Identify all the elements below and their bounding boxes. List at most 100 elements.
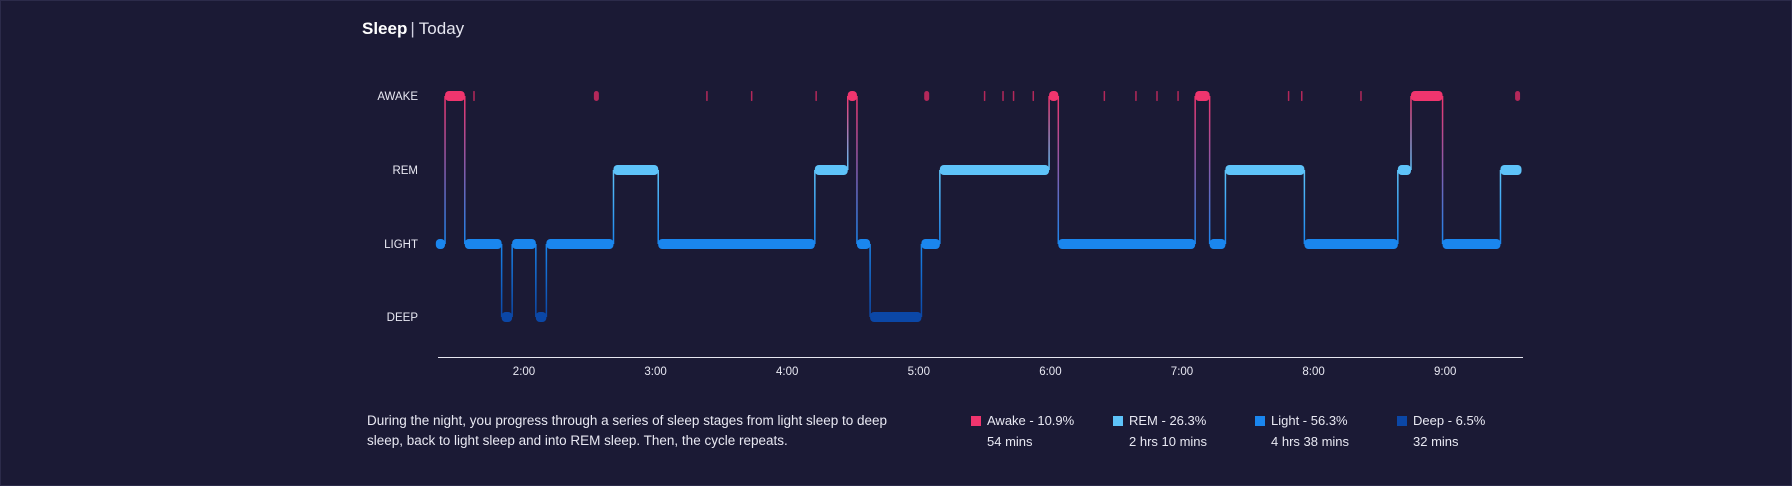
- brief-awakening-mark[interactable]: [1360, 91, 1362, 101]
- legend-awake-label: Awake - 10.9%: [987, 413, 1075, 428]
- stage-bar-light[interactable]: [1058, 239, 1196, 249]
- stage-transition: [612, 170, 615, 244]
- brief-awakening-mark[interactable]: [706, 91, 708, 101]
- brief-awakening-mark[interactable]: [1032, 91, 1035, 101]
- brief-awakening-mark[interactable]: [815, 91, 817, 101]
- stage-transition: [1048, 96, 1050, 170]
- x-tick-label: 5:00: [908, 366, 930, 378]
- x-tick-label: 7:00: [1171, 366, 1193, 378]
- stage-bar-rem[interactable]: [814, 165, 848, 175]
- x-tick-label: 8:00: [1302, 366, 1324, 378]
- sleep-stage-chart: AWAKE REM LIGHT DEEP 2:00 3:00 4:00 5:00 6:00 7:…: [377, 91, 1523, 378]
- stage-bar-awake[interactable]: [1410, 91, 1443, 101]
- brief-awakening-mark[interactable]: [750, 91, 753, 101]
- x-tick-label: 6:00: [1039, 366, 1061, 378]
- stage-bar-deep[interactable]: [501, 312, 513, 322]
- x-tick-label: 3:00: [644, 366, 666, 378]
- light-swatch: [1255, 416, 1265, 426]
- stage-bar-light[interactable]: [546, 239, 614, 249]
- stage-transition: [1224, 170, 1227, 244]
- x-tick-label: 2:00: [513, 366, 535, 378]
- brief-awakening-mark[interactable]: [1515, 91, 1521, 101]
- brief-awakening-mark[interactable]: [1135, 91, 1137, 101]
- awake-swatch: [971, 416, 981, 426]
- stage-bar-rem[interactable]: [613, 165, 659, 175]
- stage-transition: [511, 244, 513, 317]
- stage-bar-deep[interactable]: [535, 312, 547, 322]
- row-label-deep: DEEP: [387, 312, 419, 324]
- stage-transition: [869, 244, 871, 317]
- stage-bar-awake[interactable]: [1049, 91, 1059, 101]
- brief-awakening-mark[interactable]: [1301, 91, 1303, 101]
- description-text: During the night, you progress through a…: [367, 413, 888, 448]
- legend-awake: Awake - 10.9% 54 mins: [971, 413, 1074, 449]
- stage-bar-rem[interactable]: [1225, 165, 1305, 175]
- brief-awakening-mark[interactable]: [1012, 91, 1015, 101]
- legend-light: Light - 56.3% 4 hrs 38 mins: [1255, 413, 1349, 449]
- stage-bar-deep[interactable]: [870, 312, 922, 322]
- brief-awakening-mark[interactable]: [1156, 91, 1158, 101]
- row-label-rem: REM: [392, 165, 418, 177]
- stage-bar-awake[interactable]: [847, 91, 857, 101]
- stage-bar-light[interactable]: [435, 239, 446, 249]
- stage-transition: [500, 244, 503, 317]
- legend-rem-duration: 2 hrs 10 mins: [1129, 434, 1208, 449]
- stage-transition: [444, 96, 446, 244]
- title-separator: |: [410, 19, 415, 38]
- stage-bar-light[interactable]: [464, 239, 502, 249]
- stage-transition: [939, 170, 941, 244]
- stage-bar-light[interactable]: [856, 239, 871, 249]
- brief-awakening-mark[interactable]: [924, 91, 930, 101]
- stage-bar-awake[interactable]: [1195, 91, 1210, 101]
- legend-deep: Deep - 6.5% 32 mins: [1397, 413, 1485, 449]
- legend-light-duration: 4 hrs 38 mins: [1271, 434, 1350, 449]
- stage-transition: [1208, 96, 1211, 244]
- stage-transition: [856, 96, 858, 244]
- legend-deep-duration: 32 mins: [1413, 434, 1459, 449]
- stage-transition: [1441, 96, 1444, 244]
- stage-bar-rem[interactable]: [1500, 165, 1522, 175]
- row-label-light: LIGHT: [384, 239, 418, 251]
- stage-bar-light[interactable]: [658, 239, 815, 249]
- stage-transition: [1194, 96, 1196, 244]
- rem-swatch: [1113, 416, 1123, 426]
- brief-awakening-mark[interactable]: [473, 91, 475, 101]
- brief-awakening-mark[interactable]: [1287, 91, 1290, 101]
- stage-transition: [535, 244, 537, 317]
- legend-rem-label: REM - 26.3%: [1129, 413, 1207, 428]
- x-tick-label: 9:00: [1434, 366, 1456, 378]
- stage-transition: [1397, 170, 1399, 244]
- title-label: Sleep: [362, 19, 408, 38]
- stage-bar-light[interactable]: [1304, 239, 1398, 249]
- deep-swatch: [1397, 416, 1407, 426]
- stage-transition: [920, 244, 923, 317]
- legend-deep-label: Deep - 6.5%: [1413, 413, 1486, 428]
- stage-bar-light[interactable]: [921, 239, 940, 249]
- brief-awakening-mark[interactable]: [983, 91, 986, 101]
- brief-awakening-mark[interactable]: [1177, 91, 1179, 101]
- stage-bar-awake[interactable]: [445, 91, 465, 101]
- stage-transition: [1057, 96, 1060, 244]
- legend-awake-duration: 54 mins: [987, 434, 1033, 449]
- page-title: Sleep | Today: [362, 19, 464, 39]
- x-tick-label: 4:00: [776, 366, 798, 378]
- row-label-awake: AWAKE: [377, 91, 418, 103]
- stage-bar-rem[interactable]: [939, 165, 1050, 175]
- stage-transition: [657, 170, 659, 244]
- period-label[interactable]: Today: [418, 19, 465, 38]
- brief-awakening-mark[interactable]: [1002, 91, 1004, 101]
- stage-transition: [1410, 96, 1412, 170]
- stage-transition: [1499, 170, 1502, 244]
- stage-transition: [1303, 170, 1306, 244]
- stage-bar-light[interactable]: [1442, 239, 1501, 249]
- legend-rem: REM - 26.3% 2 hrs 10 mins: [1113, 413, 1207, 449]
- brief-awakening-mark[interactable]: [593, 91, 599, 101]
- stage-bar-rem[interactable]: [1397, 165, 1411, 175]
- stage-bar-light[interactable]: [1209, 239, 1226, 249]
- stage-transition: [464, 96, 466, 244]
- stage-bar-light[interactable]: [512, 239, 536, 249]
- stage-transition: [814, 170, 816, 244]
- legend-light-label: Light - 56.3%: [1271, 413, 1348, 428]
- brief-awakening-mark[interactable]: [1103, 91, 1106, 101]
- stage-transition: [545, 244, 548, 317]
